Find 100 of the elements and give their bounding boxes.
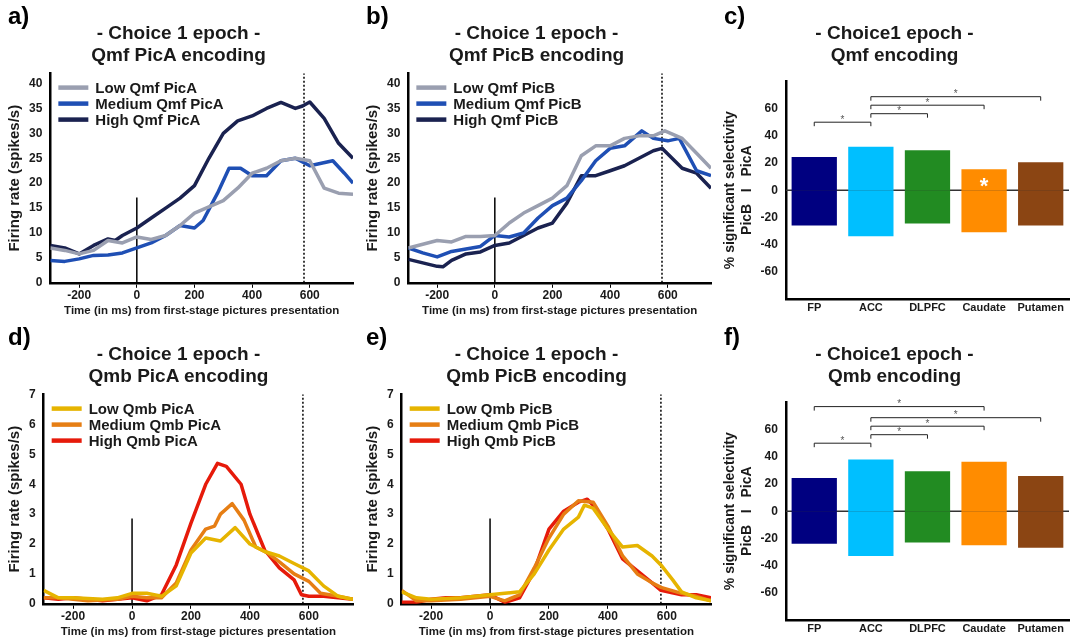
x-tick-label: 200 bbox=[180, 609, 202, 624]
annotation: * bbox=[925, 96, 930, 108]
annotation: * bbox=[953, 88, 958, 100]
x-tick-label: Putamen bbox=[1017, 622, 1065, 635]
y-tick-label: 3 bbox=[28, 506, 36, 521]
chart-subtitle: Qmf PicA encoding bbox=[91, 44, 266, 66]
y-tick-label: 40 bbox=[28, 75, 43, 90]
y-tick-label: 20 bbox=[764, 476, 779, 491]
y-tick-label: -40 bbox=[760, 557, 779, 572]
y-axis-title: % significant selectivity PicB I PicA bbox=[721, 111, 755, 270]
y-tick-label: 2 bbox=[28, 536, 36, 551]
annotation: * bbox=[840, 434, 845, 446]
chart-title: - Choice1 epoch - bbox=[815, 342, 974, 364]
chart-title: - Choice 1 epoch - bbox=[454, 21, 619, 43]
y-tick-label: 7 bbox=[28, 386, 36, 401]
x-tick-label: 400 bbox=[239, 609, 261, 624]
chart-subtitle: Qmb PicA encoding bbox=[88, 365, 269, 387]
y-tick-label: 0 bbox=[771, 182, 779, 197]
y-tick-label: 20 bbox=[28, 175, 43, 190]
chart-title: - Choice 1 epoch - bbox=[96, 342, 261, 364]
y-tick-label: 15 bbox=[386, 200, 401, 215]
y-tick-label: 10 bbox=[28, 225, 43, 240]
chart-title: - Choice 1 epoch - bbox=[96, 21, 261, 43]
y-tick-label: -60 bbox=[760, 263, 779, 278]
y-tick-label: 6 bbox=[28, 416, 36, 431]
annotation: * bbox=[979, 173, 989, 199]
legend-label: Low Qmf PicA bbox=[95, 78, 198, 96]
y-tick-label: 40 bbox=[386, 75, 401, 90]
legend-label: Low Qmb PicB bbox=[446, 399, 553, 417]
x-tick-label: -200 bbox=[61, 609, 86, 624]
x-tick-label: 400 bbox=[600, 288, 621, 303]
y-tick-label: -40 bbox=[760, 236, 779, 251]
y-tick-label: 20 bbox=[764, 155, 779, 170]
legend-label: Low Qmb PicA bbox=[88, 399, 195, 417]
y-tick-label: 60 bbox=[764, 422, 779, 437]
y-tick-label: 5 bbox=[28, 446, 36, 461]
text: d) bbox=[8, 323, 31, 351]
x-tick-label: -200 bbox=[419, 609, 444, 624]
x-tick-label: DLPFC bbox=[909, 622, 946, 635]
y-tick-label: 5 bbox=[386, 446, 394, 461]
x-tick-label: ACC bbox=[858, 622, 883, 635]
x-tick-label: 0 bbox=[133, 288, 141, 303]
y-tick-label: 5 bbox=[35, 250, 43, 265]
text: b) bbox=[366, 2, 389, 30]
y-tick-label: 2 bbox=[386, 536, 394, 551]
y-tick-label: 25 bbox=[28, 150, 43, 165]
y-tick-label: 60 bbox=[764, 101, 779, 116]
x-tick-label: 400 bbox=[597, 609, 619, 624]
legend-label: Low Qmf PicB bbox=[453, 78, 556, 96]
annotation: * bbox=[840, 113, 845, 125]
y-tick-label: 25 bbox=[386, 150, 401, 165]
y-axis-title: Firing rate (spikes/s) bbox=[5, 425, 23, 573]
y-tick-label: 0 bbox=[771, 503, 779, 518]
x-tick-label: 0 bbox=[491, 288, 499, 303]
annotation: * bbox=[897, 426, 902, 438]
chart-subtitle: Qmb encoding bbox=[828, 365, 961, 387]
x-tick-label: 200 bbox=[542, 288, 563, 303]
y-tick-label: 30 bbox=[386, 125, 401, 140]
x-tick-label: FP bbox=[807, 622, 822, 635]
y-tick-label: 30 bbox=[28, 125, 43, 140]
text: c) bbox=[724, 2, 746, 30]
chart-subtitle: Qmf encoding bbox=[830, 44, 959, 66]
y-tick-label: 35 bbox=[28, 100, 43, 115]
x-tick-label: 600 bbox=[656, 609, 678, 624]
y-tick-label: 6 bbox=[386, 416, 394, 431]
x-tick-label: 200 bbox=[184, 288, 205, 303]
annotation: * bbox=[925, 417, 930, 429]
x-tick-label: 0 bbox=[128, 609, 136, 624]
text: f) bbox=[724, 323, 740, 351]
y-tick-label: 1 bbox=[386, 566, 394, 581]
x-axis-title: Time (in ms) from first-stage pictures presentation bbox=[422, 304, 698, 317]
y-axis-title: % significant selectivity PicB I PicA bbox=[721, 432, 755, 591]
y-tick-label: 4 bbox=[386, 476, 394, 491]
chart-title: - Choice 1 epoch - bbox=[454, 342, 619, 364]
y-tick-label: 15 bbox=[28, 200, 43, 215]
y-tick-label: 40 bbox=[764, 449, 779, 464]
x-axis-title: Time (in ms) from first-stage pictures presentation bbox=[64, 304, 340, 317]
text: a) bbox=[8, 2, 30, 30]
annotation: * bbox=[897, 105, 902, 117]
x-tick-label: FP bbox=[807, 301, 822, 314]
y-axis-title: Firing rate (spikes/s) bbox=[363, 104, 381, 252]
text: e) bbox=[366, 323, 388, 351]
y-tick-label: 7 bbox=[386, 386, 394, 401]
x-tick-label: 600 bbox=[298, 609, 320, 624]
annotation: * bbox=[953, 409, 958, 421]
y-tick-label: -20 bbox=[760, 530, 779, 545]
y-tick-label: 0 bbox=[28, 596, 36, 611]
x-tick-label: 600 bbox=[657, 288, 679, 303]
y-tick-label: 5 bbox=[393, 250, 401, 265]
y-tick-label: 1 bbox=[28, 566, 36, 581]
x-tick-label: 0 bbox=[486, 609, 494, 624]
x-tick-label: ACC bbox=[858, 301, 883, 314]
y-tick-label: 35 bbox=[386, 100, 401, 115]
y-tick-label: -20 bbox=[760, 209, 779, 224]
y-axis-title: Firing rate (spikes/s) bbox=[5, 104, 23, 252]
x-tick-label: Caudate bbox=[962, 301, 1006, 314]
y-axis-title: Firing rate (spikes/s) bbox=[363, 425, 381, 573]
y-tick-label: 0 bbox=[35, 275, 43, 290]
x-tick-label: 400 bbox=[242, 288, 263, 303]
x-axis-title: Time (in ms) from first-stage pictures presentation bbox=[418, 625, 694, 638]
